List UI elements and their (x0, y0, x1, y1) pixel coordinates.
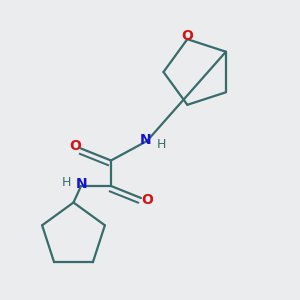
Text: O: O (182, 28, 193, 43)
Text: H: H (157, 138, 166, 151)
Text: O: O (142, 193, 154, 206)
Text: O: O (69, 139, 81, 152)
Text: N: N (76, 178, 87, 191)
Text: N: N (140, 133, 151, 146)
Text: H: H (62, 176, 71, 189)
